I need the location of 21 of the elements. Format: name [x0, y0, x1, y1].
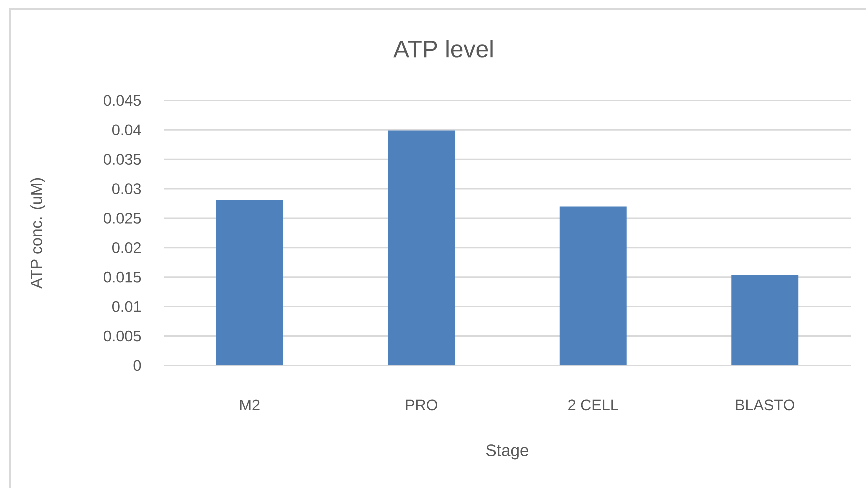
- y-tick-label: 0.01: [112, 301, 141, 312]
- chart-title: ATP level: [394, 40, 493, 58]
- y-tick-label: 0.02: [112, 242, 141, 254]
- y-tick-label: 0.035: [104, 154, 142, 166]
- x-tick-label: BLASTO: [736, 400, 794, 411]
- y-tick-label: 0.015: [104, 272, 142, 283]
- x-tick-label: M2: [240, 400, 260, 411]
- x-tick-label: PRO: [406, 400, 438, 411]
- y-tick-label: 0.005: [104, 330, 142, 342]
- x-axis-title: Stage: [486, 444, 529, 460]
- bar: [388, 130, 456, 366]
- bar: [732, 275, 799, 366]
- x-tick-label: 2 CELL: [568, 400, 618, 411]
- y-tick-label: 0: [134, 360, 142, 372]
- bar: [560, 206, 627, 366]
- y-tick-label: 0.045: [104, 95, 142, 106]
- y-axis-title: ATP conc. (uM): [30, 178, 46, 289]
- y-tick-label: 0.04: [112, 124, 142, 136]
- y-tick-label: 0.03: [112, 184, 142, 194]
- bar: [216, 200, 284, 366]
- y-tick-label: 0.025: [104, 213, 142, 224]
